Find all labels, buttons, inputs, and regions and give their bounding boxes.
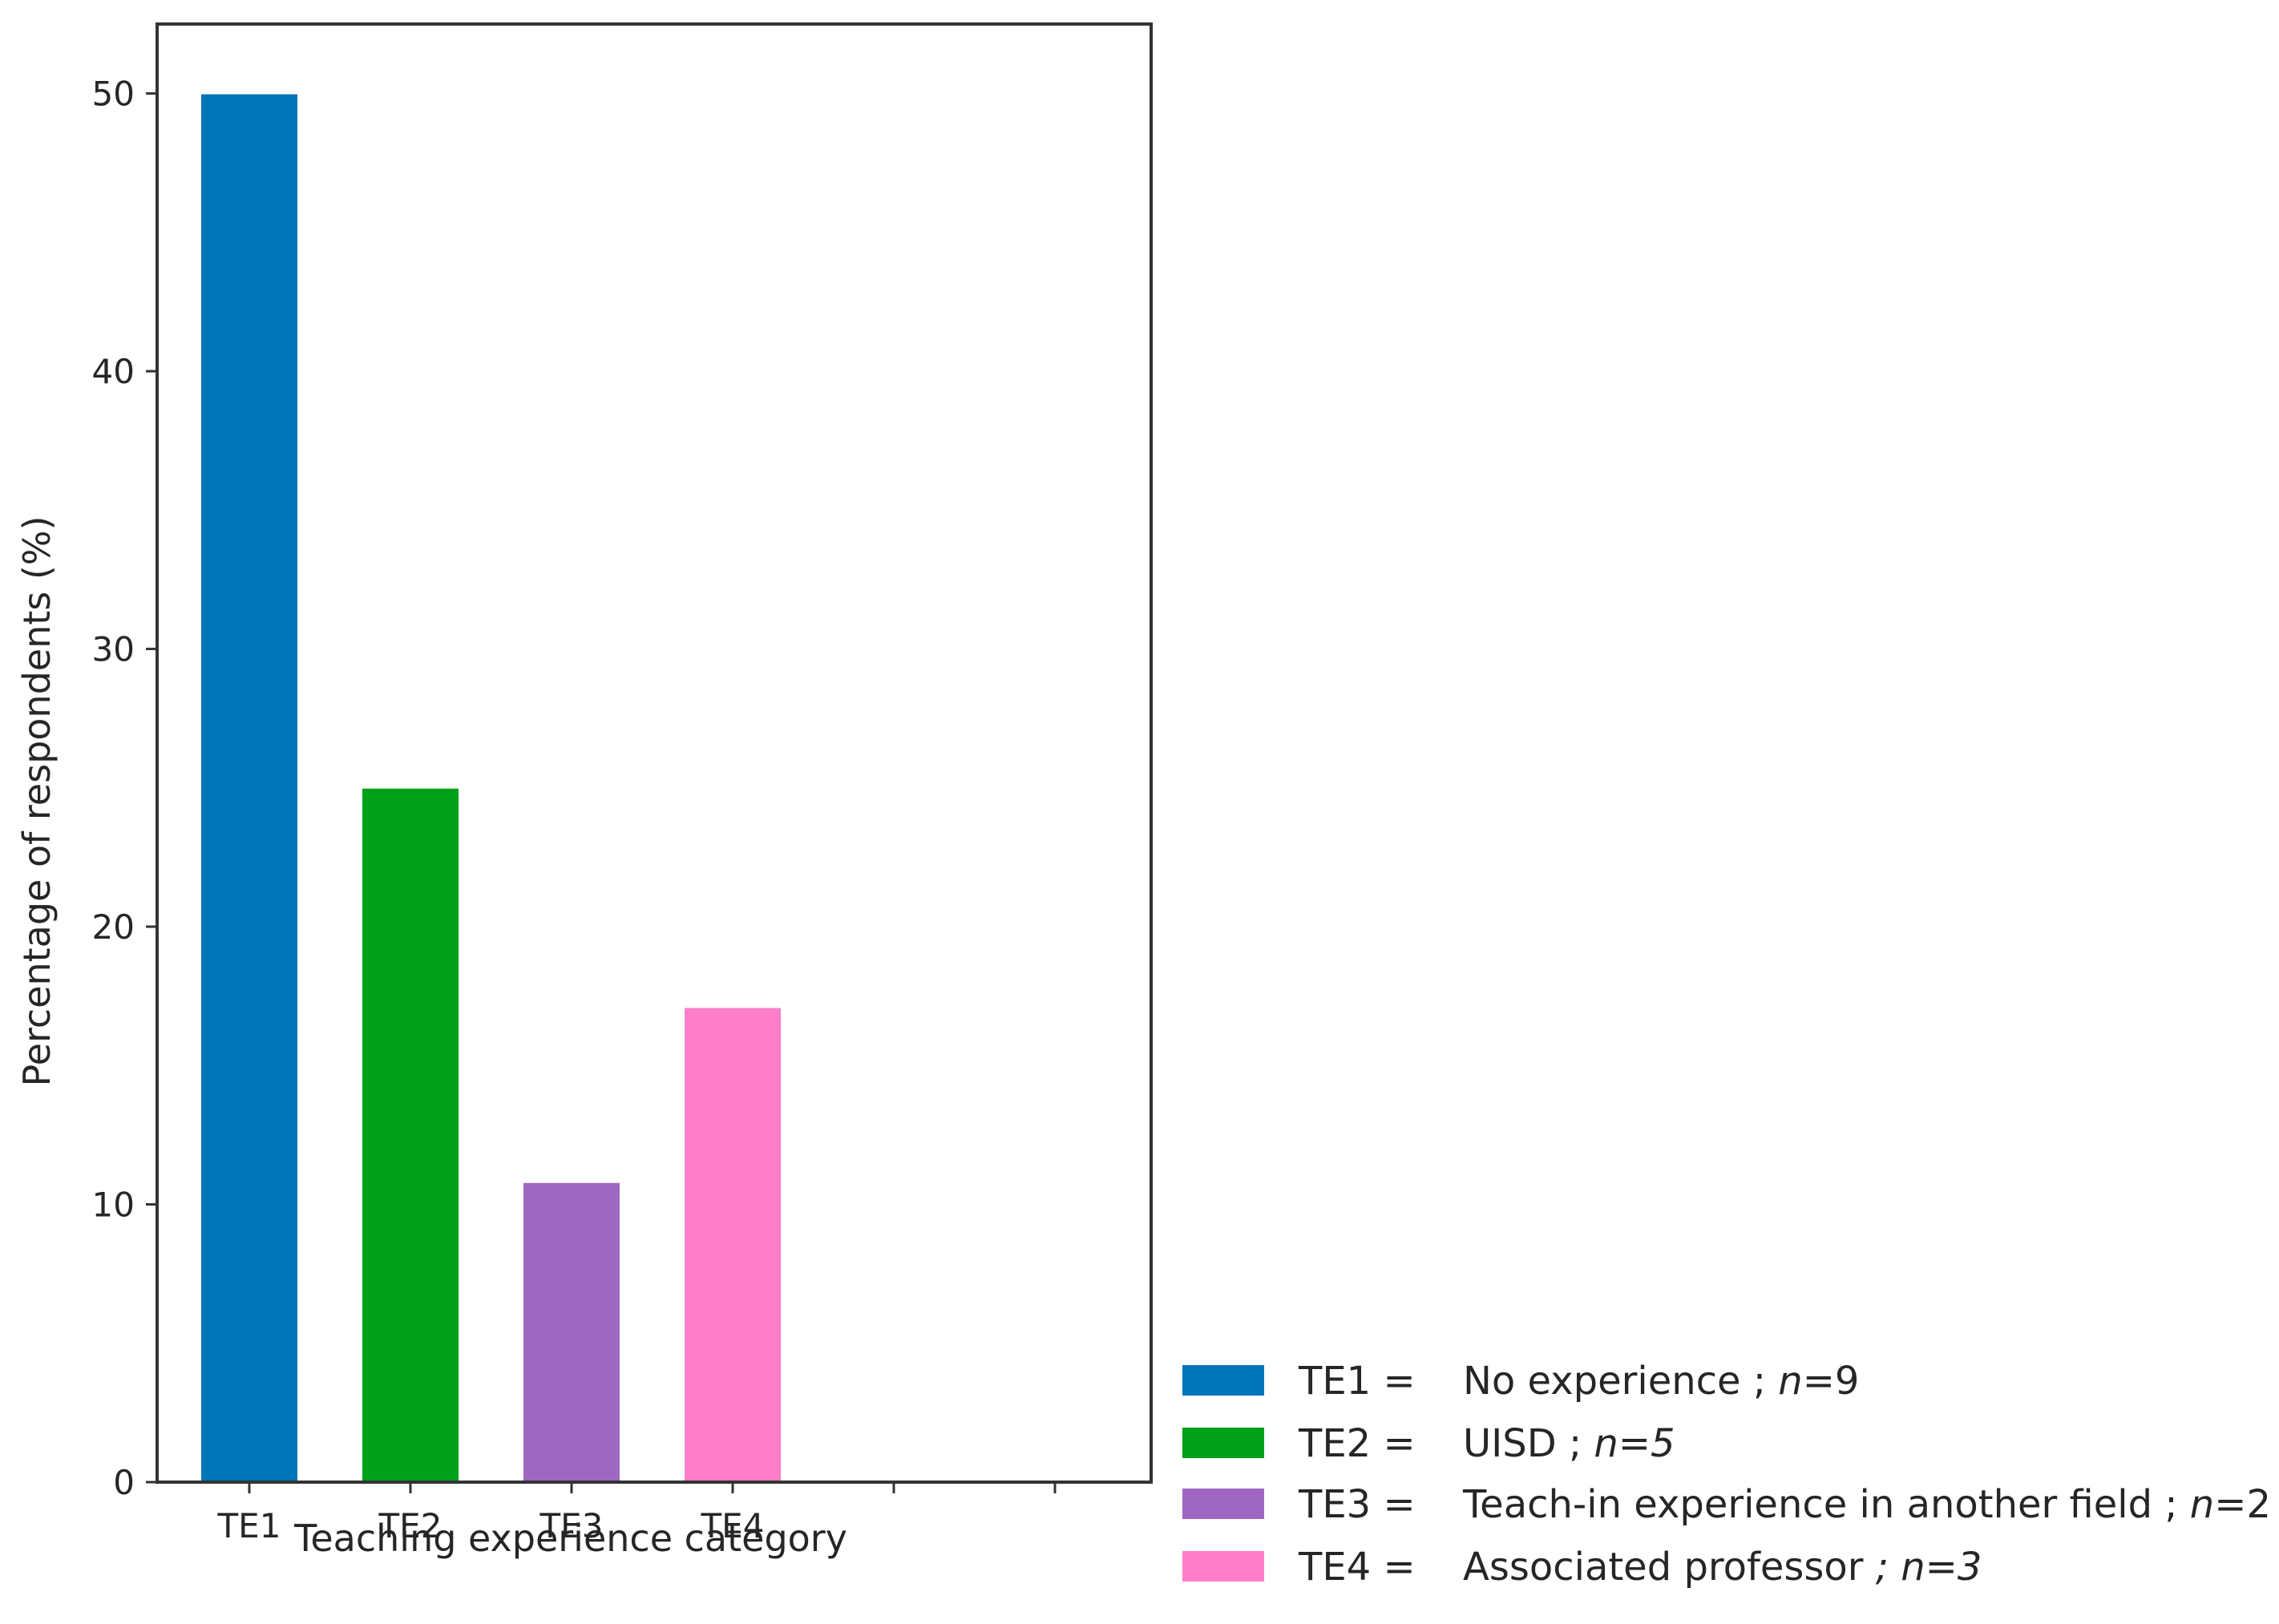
y-tick-label: 10 bbox=[92, 1186, 135, 1225]
y-tick-label: 50 bbox=[92, 75, 135, 114]
legend-swatch-4 bbox=[1181, 1549, 1266, 1583]
bar-te4 bbox=[683, 1006, 782, 1484]
legend-swatch-3 bbox=[1181, 1487, 1266, 1521]
x-tick-label-te2: TE2 bbox=[378, 1506, 442, 1545]
y-tick-label: 30 bbox=[92, 630, 135, 669]
legend-swatch-1 bbox=[1181, 1363, 1266, 1397]
y-tick-label: 20 bbox=[92, 907, 135, 947]
x-tick-label-te4: TE4 bbox=[701, 1506, 765, 1545]
legend-code-3: TE3 = bbox=[1298, 1482, 1416, 1527]
bars-group bbox=[200, 92, 782, 1484]
legend-description-1: No experience ; n=9 bbox=[1463, 1359, 1859, 1404]
x-axis: TE1 TE2 TE3 TE4 bbox=[217, 1482, 1057, 1545]
legend-description-2: UISD ; n=5 bbox=[1463, 1421, 1675, 1466]
y-tick-label: 40 bbox=[92, 352, 135, 391]
x-tick-label-te1: TE1 bbox=[217, 1506, 281, 1545]
y-axis-label: Percentage of respondents (%) bbox=[15, 516, 59, 1087]
bar-te1 bbox=[200, 92, 299, 1484]
legend-code-2: TE2 = bbox=[1298, 1421, 1416, 1466]
plot-frame bbox=[156, 22, 1153, 1484]
bar-te2 bbox=[361, 786, 460, 1483]
legend-description-4: Associated professor ; n=3 bbox=[1463, 1545, 1982, 1590]
x-axis-label: Teaching experience category bbox=[293, 1517, 847, 1560]
legend-description-3: Teach-in experience in another field ; n… bbox=[1462, 1482, 2271, 1527]
legend-code-1: TE1 = bbox=[1298, 1359, 1416, 1404]
y-tick-label: 0 bbox=[113, 1463, 135, 1502]
bar-te3 bbox=[522, 1181, 621, 1483]
legend: TE1 = No experience ; n=9 TE2 = UISD ; n=5 T… bbox=[1181, 1359, 2271, 1590]
legend-swatch-2 bbox=[1181, 1426, 1266, 1460]
x-tick-label-te3: TE3 bbox=[539, 1506, 604, 1545]
legend-code-4: TE4 = bbox=[1298, 1545, 1416, 1590]
y-axis: 0 10 20 30 40 50 bbox=[92, 75, 157, 1502]
